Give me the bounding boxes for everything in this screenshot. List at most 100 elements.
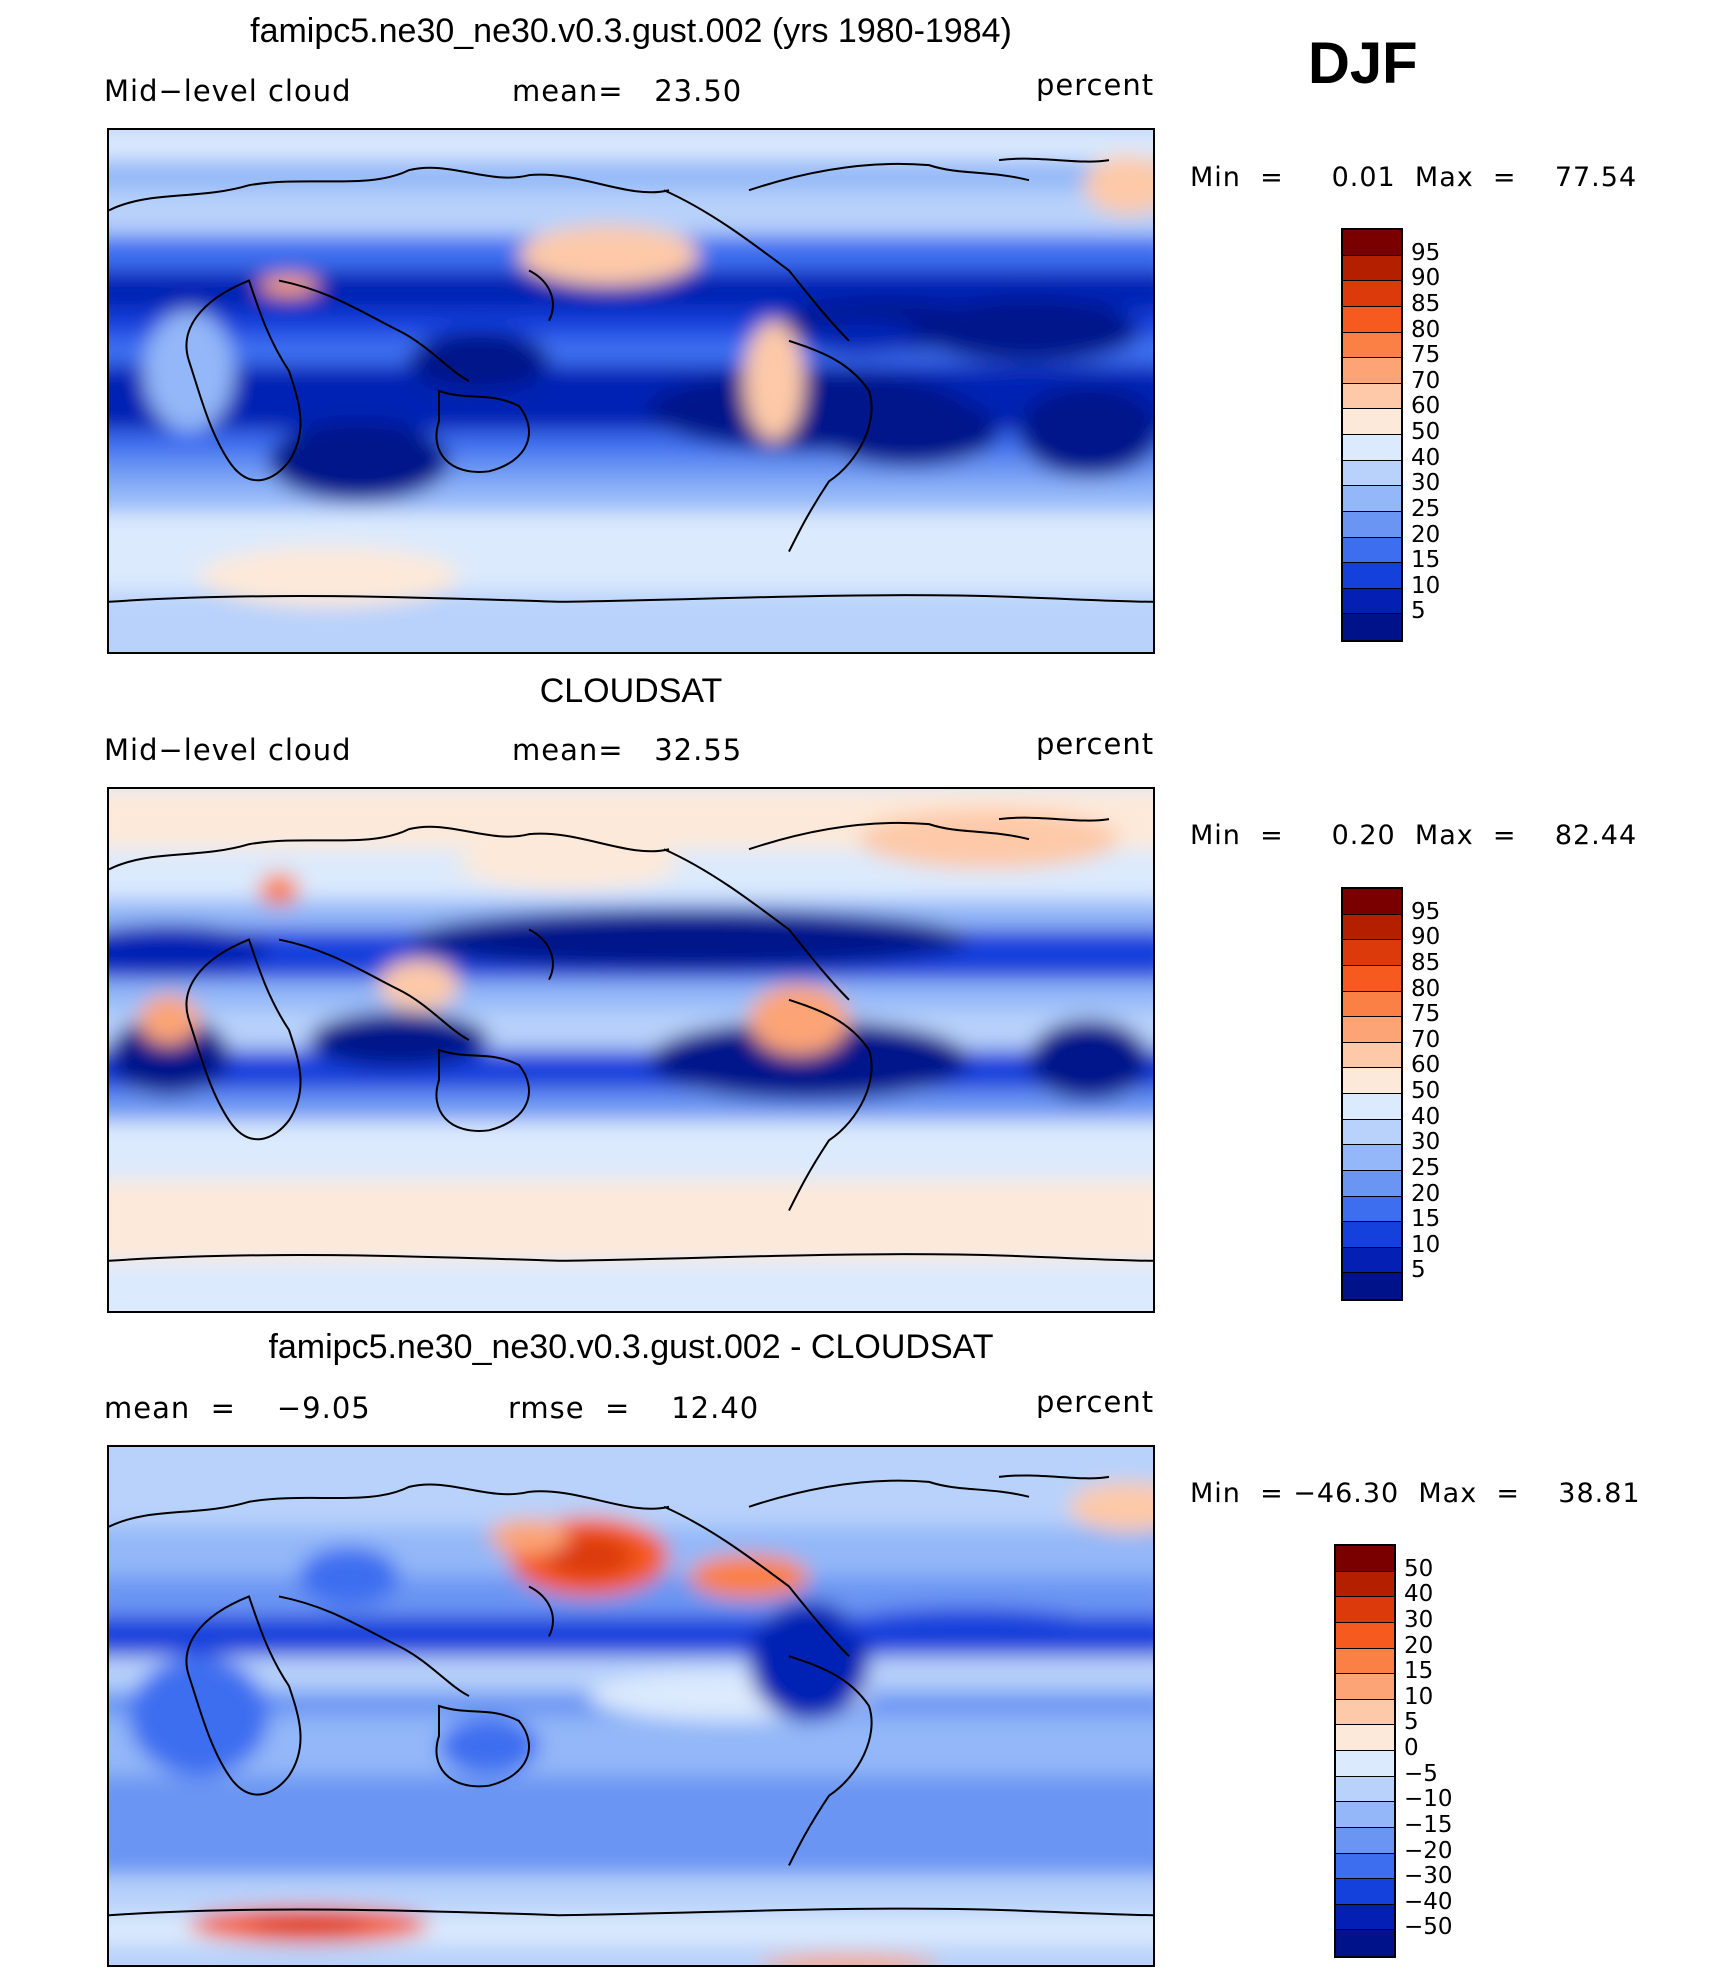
- colorbar-label: 95: [1411, 898, 1441, 925]
- colorbar-swatch: [1336, 1930, 1394, 1956]
- colorbar-swatch: [1343, 1068, 1401, 1094]
- panel-1-mean-label: mean= 23.50: [512, 74, 743, 108]
- colorbar-swatch: [1343, 537, 1401, 564]
- colorbar-swatch: [1343, 511, 1401, 538]
- colorbar-swatch: [1336, 1802, 1394, 1828]
- colorbar-swatch: [1336, 1853, 1394, 1880]
- panel-1-variable-label: Mid−level cloud: [104, 74, 352, 108]
- colorbar-swatch: [1343, 1170, 1401, 1197]
- colorbar-swatch: [1343, 1094, 1401, 1120]
- colorbar-label: 0: [1404, 1735, 1419, 1761]
- colorbar-swatch: [1336, 1597, 1394, 1623]
- colorbar-label: 30: [1411, 1129, 1441, 1156]
- colorbar-label: −50: [1404, 1914, 1453, 1941]
- colorbar-swatch: [1343, 889, 1401, 915]
- colorbar-swatch: [1336, 1725, 1394, 1751]
- panel-2-map: [107, 787, 1155, 1313]
- colorbar-label: 30: [1404, 1606, 1434, 1633]
- colorbar-label: 25: [1411, 1154, 1441, 1181]
- colorbar-swatch: [1343, 230, 1401, 256]
- colorbar-label: 10: [1411, 1231, 1441, 1258]
- colorbar-label: −40: [1404, 1888, 1453, 1915]
- panel-3-minmax: Min = −46.30 Max = 38.81: [1190, 1478, 1641, 1509]
- colorbar-label: 40: [1411, 444, 1441, 471]
- panel-1-map: [107, 128, 1155, 654]
- colorbar-swatch: [1343, 255, 1401, 282]
- colorbar-swatch: [1343, 1119, 1401, 1146]
- colorbar-label: −15: [1404, 1811, 1453, 1838]
- colorbar-swatch: [1343, 965, 1401, 992]
- colorbar-label: 15: [1411, 1206, 1441, 1233]
- panel-3-title: famipc5.ne30_ne30.v0.3.gust.002 - CLOUDS…: [268, 1328, 994, 1366]
- colorbar-swatch: [1336, 1622, 1394, 1649]
- colorbar-swatch: [1343, 460, 1401, 487]
- colorbar-label: −5: [1404, 1760, 1438, 1787]
- colorbar-swatch: [1343, 914, 1401, 941]
- panel-3-mean-label: mean = −9.05: [104, 1391, 371, 1425]
- panel-2-variable-label: Mid−level cloud: [104, 733, 352, 767]
- colorbar-label: 85: [1411, 949, 1441, 976]
- colorbar-swatch: [1343, 435, 1401, 461]
- colorbar-swatch: [1343, 588, 1401, 615]
- colorbar-swatch: [1343, 1196, 1401, 1223]
- colorbar-label: 75: [1411, 1001, 1441, 1028]
- colorbar-swatch: [1343, 332, 1401, 359]
- panel-3-colorbar: [1334, 1544, 1396, 1958]
- colorbar-swatch: [1343, 306, 1401, 333]
- panel-2-colorbar: [1341, 887, 1403, 1301]
- colorbar-label: 5: [1411, 598, 1426, 625]
- colorbar-swatch: [1336, 1751, 1394, 1777]
- panel-2-minmax: Min = 0.20 Max = 82.44: [1190, 820, 1638, 851]
- colorbar-label: 95: [1411, 239, 1441, 266]
- colorbar-swatch: [1343, 409, 1401, 435]
- colorbar-swatch: [1343, 358, 1401, 384]
- colorbar-swatch: [1343, 991, 1401, 1018]
- colorbar-swatch: [1343, 281, 1401, 307]
- colorbar-label: −20: [1404, 1837, 1453, 1864]
- colorbar-label: 25: [1411, 495, 1441, 522]
- colorbar-swatch: [1343, 1222, 1401, 1248]
- colorbar-swatch: [1343, 614, 1401, 640]
- colorbar-label: 40: [1411, 1103, 1441, 1130]
- colorbar-label: −10: [1404, 1786, 1453, 1813]
- panel-1-minmax: Min = 0.01 Max = 77.54: [1190, 162, 1638, 193]
- colorbar-label: 80: [1411, 975, 1441, 1002]
- colorbar-label: 5: [1404, 1709, 1419, 1736]
- colorbar-label: 50: [1404, 1555, 1434, 1582]
- colorbar-swatch: [1343, 1145, 1401, 1171]
- colorbar-label: 80: [1411, 316, 1441, 343]
- colorbar-swatch: [1336, 1776, 1394, 1803]
- colorbar-label: 10: [1411, 572, 1441, 599]
- colorbar-label: 85: [1411, 290, 1441, 317]
- colorbar-swatch: [1336, 1571, 1394, 1598]
- panel-1-title: famipc5.ne30_ne30.v0.3.gust.002 (yrs 198…: [250, 12, 1012, 50]
- colorbar-label: 20: [1404, 1632, 1434, 1659]
- panel-1-units-label: percent: [1036, 68, 1155, 102]
- colorbar-swatch: [1336, 1546, 1394, 1572]
- panel-2-mean-label: mean= 32.55: [512, 733, 743, 767]
- colorbar-label: 40: [1404, 1581, 1434, 1608]
- colorbar-swatch: [1343, 1273, 1401, 1299]
- colorbar-swatch: [1336, 1904, 1394, 1931]
- colorbar-label: 60: [1411, 1052, 1441, 1079]
- panel-3-map: [107, 1445, 1155, 1967]
- colorbar-label: −30: [1404, 1863, 1453, 1890]
- colorbar-label: 70: [1411, 367, 1441, 394]
- colorbar-label: 75: [1411, 342, 1441, 369]
- colorbar-swatch: [1343, 563, 1401, 589]
- panel-2-units-label: percent: [1036, 727, 1155, 761]
- colorbar-label: 50: [1411, 1078, 1441, 1104]
- colorbar-swatch: [1336, 1699, 1394, 1726]
- colorbar-swatch: [1343, 383, 1401, 410]
- panel-2-title: CLOUDSAT: [539, 672, 723, 710]
- colorbar-label: 50: [1411, 419, 1441, 445]
- colorbar-label: 70: [1411, 1026, 1441, 1053]
- colorbar-swatch: [1343, 940, 1401, 966]
- colorbar-label: 20: [1411, 1180, 1441, 1207]
- panel-3-units-label: percent: [1036, 1385, 1155, 1419]
- colorbar-label: 15: [1411, 547, 1441, 574]
- colorbar-swatch: [1336, 1674, 1394, 1700]
- colorbar-label: 15: [1404, 1658, 1434, 1685]
- colorbar-label: 10: [1404, 1683, 1434, 1710]
- colorbar-label: 20: [1411, 521, 1441, 548]
